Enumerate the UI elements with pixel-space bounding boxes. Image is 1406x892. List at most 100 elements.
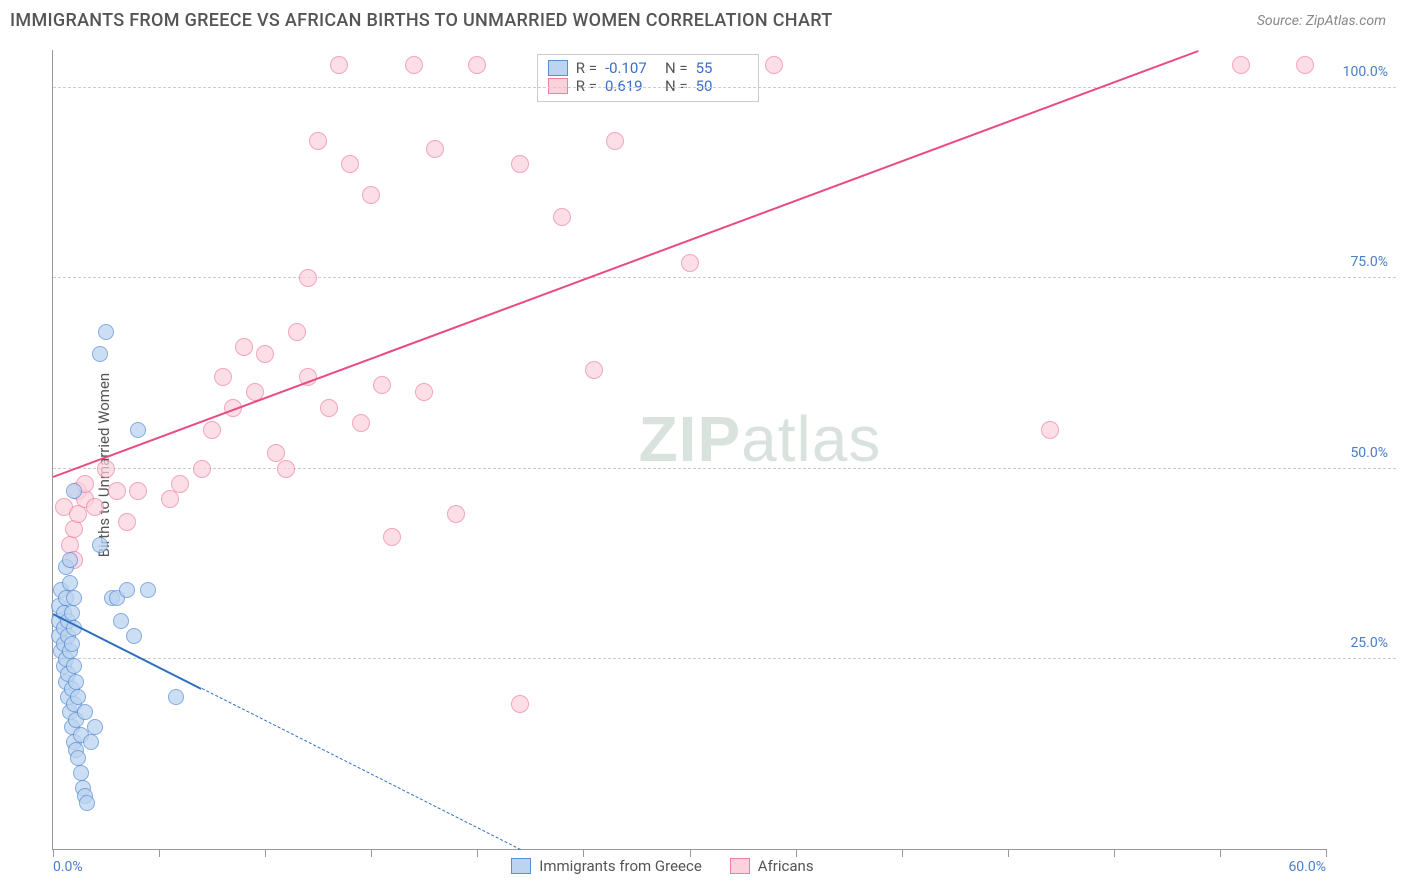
data-point-pink <box>468 56 486 74</box>
legend-blue-N: 55 <box>696 59 748 77</box>
data-point-blue <box>62 552 78 568</box>
data-point-blue <box>98 324 114 340</box>
data-point-pink <box>511 155 529 173</box>
data-point-pink <box>352 414 370 432</box>
x-tick <box>1220 849 1221 857</box>
legend-item-blue: Immigrants from Greece <box>511 857 702 875</box>
data-point-pink <box>765 56 783 74</box>
correlation-legend: R = -0.107 N = 55 R = 0.619 N = 50 <box>537 54 759 102</box>
source-prefix: Source: <box>1257 13 1306 29</box>
y-tick-label: 75.0% <box>1350 254 1388 270</box>
data-point-blue <box>64 636 80 652</box>
data-point-blue <box>119 582 135 598</box>
data-point-blue <box>87 719 103 735</box>
data-point-blue <box>92 537 108 553</box>
data-point-blue <box>79 795 95 811</box>
x-tick <box>1326 849 1327 857</box>
data-point-blue <box>66 658 82 674</box>
data-point-blue <box>168 689 184 705</box>
data-point-pink <box>681 254 699 272</box>
x-tick <box>690 849 691 857</box>
data-point-blue <box>92 346 108 362</box>
data-point-pink <box>383 528 401 546</box>
data-point-pink <box>203 421 221 439</box>
data-point-blue <box>140 582 156 598</box>
data-point-pink <box>299 269 317 287</box>
data-point-pink <box>86 498 104 516</box>
legend-N-label: N = <box>665 77 688 95</box>
data-point-pink <box>277 460 295 478</box>
data-point-blue <box>73 765 89 781</box>
data-point-pink <box>235 338 253 356</box>
data-point-blue <box>77 704 93 720</box>
legend-blue-R: -0.107 <box>605 59 657 77</box>
data-point-pink <box>118 513 136 531</box>
gridline <box>53 277 1396 278</box>
data-point-blue <box>130 422 146 438</box>
plot-area: ZIPatlas R = -0.107 N = 55 R = 0.619 N =… <box>52 50 1326 850</box>
chart-container: Births to Unmarried Women ZIPatlas R = -… <box>40 50 1396 880</box>
x-tick <box>796 849 797 857</box>
x-tick <box>902 849 903 857</box>
x-tick <box>265 849 266 857</box>
x-tick <box>1114 849 1115 857</box>
data-point-pink <box>341 155 359 173</box>
legend-row-blue: R = -0.107 N = 55 <box>548 59 748 77</box>
legend-pink-R: 0.619 <box>605 77 657 95</box>
watermark-atlas: atlas <box>741 403 881 475</box>
series-legend: Immigrants from Greece Africans <box>511 857 813 875</box>
data-point-pink <box>415 383 433 401</box>
data-point-blue <box>70 689 86 705</box>
legend-blue-label: Immigrants from Greece <box>539 857 702 875</box>
data-point-pink <box>288 323 306 341</box>
data-point-pink <box>426 140 444 158</box>
data-point-pink <box>193 460 211 478</box>
x-tick <box>477 849 478 857</box>
legend-R-label: R = <box>576 59 597 77</box>
data-point-pink <box>330 56 348 74</box>
data-point-blue <box>70 750 86 766</box>
data-point-pink <box>1296 56 1314 74</box>
data-point-pink <box>309 132 327 150</box>
data-point-blue <box>83 734 99 750</box>
data-point-pink <box>161 490 179 508</box>
data-point-blue <box>68 674 84 690</box>
data-point-pink <box>585 361 603 379</box>
x-tick <box>583 849 584 857</box>
legend-N-label: N = <box>665 59 688 77</box>
data-point-pink <box>1041 421 1059 439</box>
x-tick-label: 0.0% <box>53 859 83 875</box>
data-point-pink <box>373 376 391 394</box>
data-point-blue <box>62 575 78 591</box>
trend-line <box>53 50 1199 478</box>
source-attribution: Source: ZipAtlas.com <box>1257 13 1386 29</box>
y-tick-label: 50.0% <box>1350 445 1388 461</box>
data-point-pink <box>256 345 274 363</box>
data-point-pink <box>97 460 115 478</box>
swatch-blue <box>548 60 568 76</box>
data-point-pink <box>362 186 380 204</box>
data-point-pink <box>405 56 423 74</box>
legend-pink-N: 50 <box>696 77 748 95</box>
source-name: ZipAtlas.com <box>1306 13 1386 29</box>
gridline <box>53 658 1396 659</box>
data-point-pink <box>606 132 624 150</box>
swatch-pink <box>548 78 568 94</box>
data-point-pink <box>171 475 189 493</box>
watermark-zip: ZIP <box>639 403 742 475</box>
y-tick-label: 25.0% <box>1350 635 1388 651</box>
gridline <box>53 87 1396 88</box>
legend-row-pink: R = 0.619 N = 50 <box>548 77 748 95</box>
data-point-blue <box>66 483 82 499</box>
data-point-blue <box>66 590 82 606</box>
data-point-pink <box>65 520 83 538</box>
swatch-blue <box>511 858 531 874</box>
y-tick-label: 100.0% <box>1343 64 1388 80</box>
x-tick <box>53 849 54 857</box>
x-tick <box>1008 849 1009 857</box>
legend-item-pink: Africans <box>730 857 814 875</box>
watermark: ZIPatlas <box>639 402 882 476</box>
data-point-pink <box>320 399 338 417</box>
legend-pink-label: Africans <box>758 857 814 875</box>
trend-line <box>201 688 520 850</box>
